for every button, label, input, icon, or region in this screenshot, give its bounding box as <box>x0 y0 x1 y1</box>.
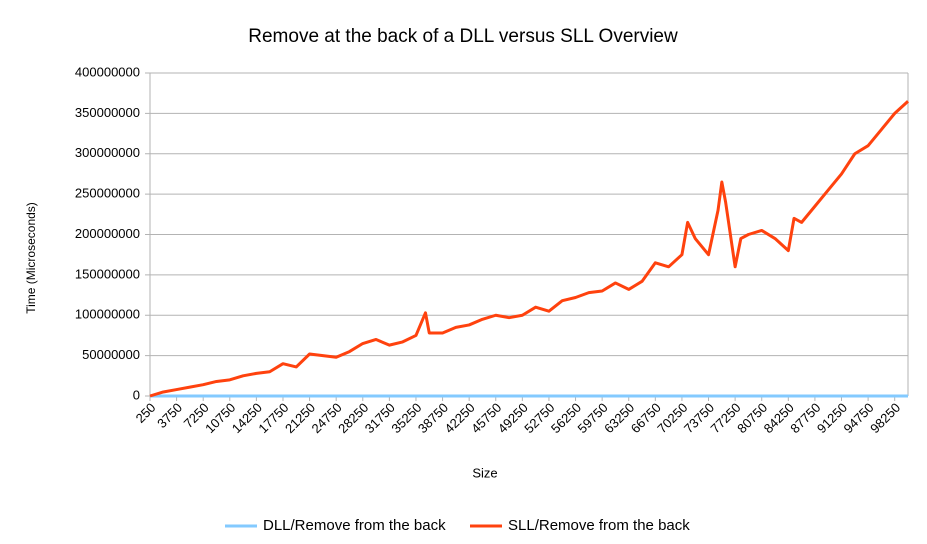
x-axis-label: Size <box>472 465 497 480</box>
y-tick-label: 250000000 <box>75 186 140 201</box>
y-tick-label: 350000000 <box>75 105 140 120</box>
y-tick-label: 100000000 <box>75 307 140 322</box>
y-tick-label: 0 <box>133 387 140 402</box>
y-tick-label: 300000000 <box>75 145 140 160</box>
x-tick-label: 3750 <box>154 400 185 431</box>
x-tick-label: 98250 <box>867 400 903 436</box>
chart-title: Remove at the back of a DLL versus SLL O… <box>248 26 678 47</box>
legend-label: DLL/Remove from the back <box>263 517 446 534</box>
y-tick-label: 400000000 <box>75 64 140 79</box>
y-axis-label: Time (Microseconds) <box>24 202 38 314</box>
line-series <box>149 100 910 398</box>
legend-label: SLL/Remove from the back <box>508 517 690 534</box>
y-tick-label: 150000000 <box>75 266 140 281</box>
y-tick-label: 200000000 <box>75 226 140 241</box>
y-tick-label: 50000000 <box>82 347 140 362</box>
